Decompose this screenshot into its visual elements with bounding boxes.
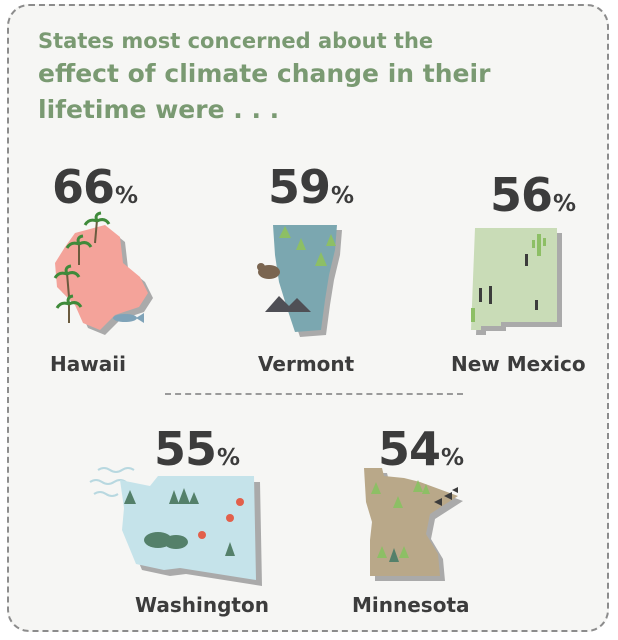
mountain-icon — [265, 296, 311, 312]
pine-tree-icon — [326, 234, 336, 246]
pine-tree-icon — [422, 484, 430, 494]
pine-tree-icon — [389, 548, 399, 562]
apple-icon — [226, 514, 234, 522]
heading: States most concerned about the effect o… — [38, 26, 490, 128]
apple-icon — [198, 531, 206, 539]
new-mexico-unit: % — [553, 191, 577, 217]
washington-percent: 55% — [154, 422, 240, 476]
heading-line-1: States most concerned about the — [38, 29, 434, 53]
new-mexico-name: New Mexico — [451, 352, 586, 376]
hawaii-unit: % — [115, 183, 139, 209]
washington-value: 55 — [154, 422, 217, 476]
hawaii-name: Hawaii — [50, 352, 126, 376]
vermont-name: Vermont — [258, 352, 355, 376]
vermont-unit: % — [331, 183, 355, 209]
divider — [165, 393, 463, 395]
minnesota-map — [364, 468, 463, 581]
deciduous-tree-icon — [144, 532, 188, 549]
new-mexico-value: 56 — [490, 168, 553, 222]
pine-tree-icon — [413, 480, 423, 492]
pine-tree-icon — [296, 238, 306, 250]
cactus-icon — [479, 286, 492, 304]
pine-tree-icon — [279, 226, 291, 238]
washington-unit: % — [217, 445, 241, 471]
apple-icon — [236, 498, 244, 506]
hawaii-map — [53, 211, 153, 335]
heading-line-2: effect of climate change in their — [38, 59, 491, 88]
new-mexico-map — [471, 228, 562, 335]
minnesota-percent: 54% — [378, 422, 464, 476]
pine-tree-icon — [399, 546, 409, 558]
pine-tree-icon — [124, 490, 136, 504]
palm-tree-icon — [55, 294, 83, 323]
palm-tree-icon — [65, 234, 93, 265]
new-mexico-percent: 56% — [490, 168, 576, 222]
vermont-value: 59 — [268, 160, 331, 214]
heading-line-3: lifetime were . . . — [38, 95, 280, 124]
pine-tree-icon — [393, 496, 403, 508]
pine-tree-icon — [225, 542, 235, 556]
bear-icon — [257, 263, 280, 279]
vermont-map — [257, 225, 342, 337]
pine-tree-icon — [377, 546, 387, 558]
cactus-icon — [535, 300, 538, 310]
pine-tree-icon — [178, 488, 190, 504]
minnesota-name: Minnesota — [352, 593, 470, 617]
washington-name: Washington — [135, 593, 269, 617]
vermont-percent: 59% — [268, 160, 354, 214]
hawaii-percent: 66% — [52, 160, 138, 214]
hawaii-value: 66 — [52, 160, 115, 214]
palm-tree-icon — [53, 264, 81, 298]
pine-tree-icon — [169, 490, 179, 504]
whale-icon — [113, 313, 144, 323]
palm-tree-icon — [83, 211, 111, 244]
fish-icon — [434, 487, 458, 506]
washington-map — [89, 467, 262, 586]
pine-tree-icon — [371, 482, 381, 494]
cactus-icon — [525, 254, 528, 266]
minnesota-unit: % — [441, 445, 465, 471]
pine-tree-icon — [189, 492, 199, 504]
cactus-icon — [532, 234, 546, 256]
cactus-icon — [471, 308, 475, 322]
minnesota-value: 54 — [378, 422, 441, 476]
pine-tree-icon — [315, 252, 327, 266]
